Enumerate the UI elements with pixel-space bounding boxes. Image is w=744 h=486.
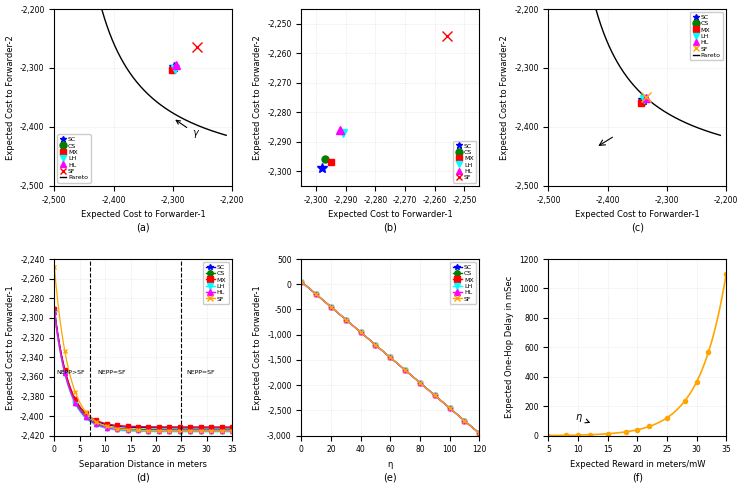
Legend: SC, CS, MX, LH, HL, SF: SC, CS, MX, LH, HL, SF <box>453 141 476 183</box>
Text: NEPP=SF: NEPP=SF <box>97 370 126 375</box>
Y-axis label: Expected Cost to Forwarder-2: Expected Cost to Forwarder-2 <box>500 35 509 160</box>
Title: (b): (b) <box>383 223 397 232</box>
Y-axis label: Expected Cost to Forwarder-1: Expected Cost to Forwarder-1 <box>252 285 261 410</box>
Y-axis label: Expected Cost to Forwarder-2: Expected Cost to Forwarder-2 <box>253 35 262 160</box>
X-axis label: Expected Cost to Forwarder-1: Expected Cost to Forwarder-1 <box>328 210 452 219</box>
Text: $\gamma$: $\gamma$ <box>176 121 200 139</box>
Legend: SC, CS, MX, LH, HL, SF, Pareto: SC, CS, MX, LH, HL, SF, Pareto <box>57 135 91 183</box>
Y-axis label: Expected Cost to Forwarder-2: Expected Cost to Forwarder-2 <box>5 35 15 160</box>
Title: (e): (e) <box>383 472 397 483</box>
X-axis label: Expected Cost to Forwarder-1: Expected Cost to Forwarder-1 <box>575 210 700 219</box>
Text: NEPP=SF: NEPP=SF <box>187 370 215 375</box>
X-axis label: Expected Cost to Forwarder-1: Expected Cost to Forwarder-1 <box>81 210 205 219</box>
Text: $\eta$: $\eta$ <box>575 412 589 424</box>
X-axis label: Expected Reward in meters/mW: Expected Reward in meters/mW <box>570 460 705 469</box>
Title: (c): (c) <box>631 223 644 232</box>
Legend: SC, CS, MX, LH, HL, SF, Pareto: SC, CS, MX, LH, HL, SF, Pareto <box>690 12 723 60</box>
Title: (a): (a) <box>136 223 150 232</box>
Text: NEPP>SF: NEPP>SF <box>57 370 86 375</box>
Legend: SC, CS, MX, LH, HL, SF: SC, CS, MX, LH, HL, SF <box>203 262 229 304</box>
Y-axis label: Expected One-Hop Delay in mSec: Expected One-Hop Delay in mSec <box>505 276 514 418</box>
X-axis label: Separation Distance in meters: Separation Distance in meters <box>79 460 208 469</box>
Title: (f): (f) <box>632 472 643 483</box>
Legend: SC, CS, MX, LH, HL, SF: SC, CS, MX, LH, HL, SF <box>450 262 476 304</box>
X-axis label: η: η <box>388 460 393 469</box>
Title: (d): (d) <box>136 472 150 483</box>
Y-axis label: Expected Cost to Forwarder-1: Expected Cost to Forwarder-1 <box>5 285 15 410</box>
